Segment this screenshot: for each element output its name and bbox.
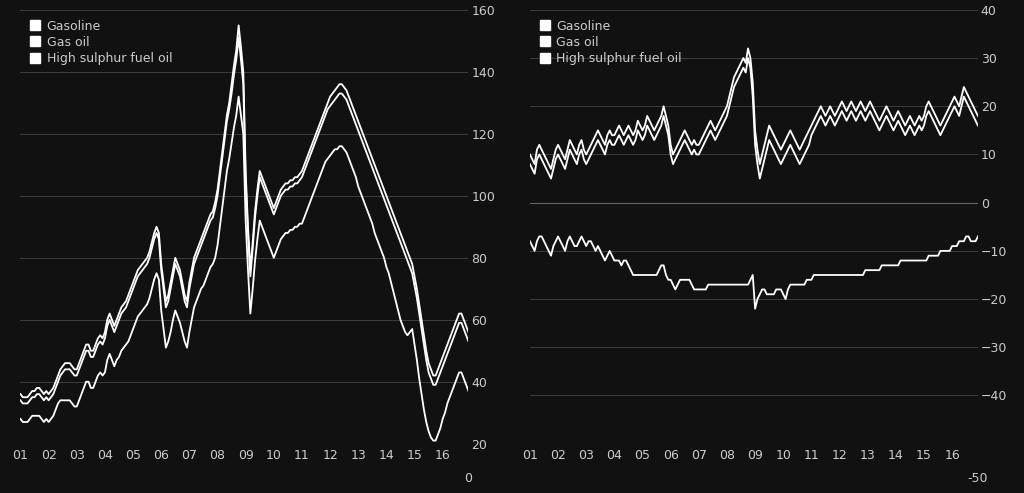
Legend: Gasoline, Gas oil, High sulphur fuel oil: Gasoline, Gas oil, High sulphur fuel oil xyxy=(27,16,176,69)
Text: 0: 0 xyxy=(465,472,472,485)
Legend: Gasoline, Gas oil, High sulphur fuel oil: Gasoline, Gas oil, High sulphur fuel oil xyxy=(537,16,685,69)
Text: -50: -50 xyxy=(968,472,988,485)
